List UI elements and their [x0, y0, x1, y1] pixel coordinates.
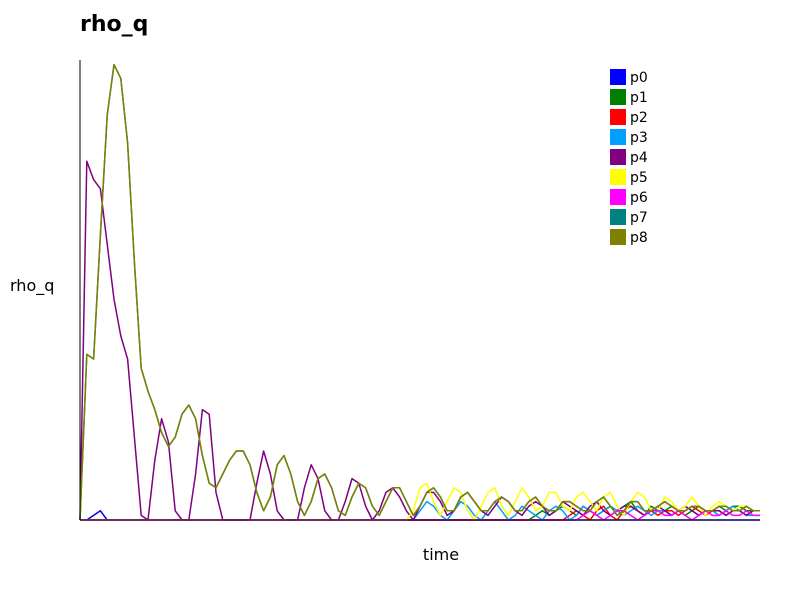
legend-swatch-p6: [610, 189, 626, 205]
legend-label-p4: p4: [630, 150, 648, 166]
series-line-p8: [79, 63, 760, 521]
legend-label-p6: p6: [630, 190, 648, 206]
legend-label-p7: p7: [630, 210, 648, 226]
legend-label-p5: p5: [630, 170, 648, 186]
legend-swatch-p4: [610, 149, 626, 165]
legend-label-p1: p1: [630, 90, 648, 106]
legend-swatch-p1: [610, 89, 626, 105]
legend-label-p3: p3: [630, 130, 648, 146]
chart-title: rho_q: [80, 12, 148, 37]
legend-swatch-p8: [610, 229, 626, 245]
legend-swatch-p5: [610, 169, 626, 185]
legend-swatch-p7: [610, 209, 626, 225]
legend-label-p8: p8: [630, 230, 648, 246]
legend-label-p0: p0: [630, 70, 648, 86]
legend-swatch-p0: [610, 69, 626, 85]
y-axis-label: rho_q: [10, 276, 54, 296]
legend-swatch-p3: [610, 129, 626, 145]
x-axis-label: time: [423, 545, 459, 564]
legend: p0 p1 p2 p3 p4 p5 p6 p7 p8: [610, 69, 648, 246]
legend-label-p2: p2: [630, 110, 648, 126]
legend-swatch-p2: [610, 109, 626, 125]
